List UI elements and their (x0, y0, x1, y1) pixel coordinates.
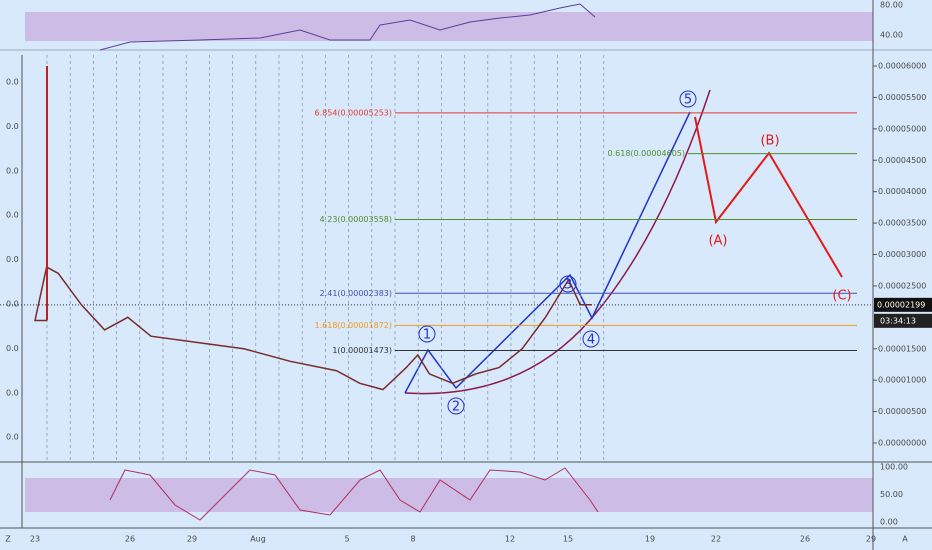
fib-label: 1(0.00001473) (332, 346, 392, 355)
fib-label: 2.41(0.00002383) (320, 289, 392, 298)
wave-circle (447, 397, 465, 415)
left-label: 0.0 (6, 255, 19, 264)
wave-label: 4 (587, 333, 595, 348)
wave-label: 3 (564, 278, 572, 293)
left-label: 0.0 (6, 300, 19, 309)
y-tick-label: 0.00006000 (878, 62, 926, 71)
date-label: 12 (505, 535, 515, 544)
left-label: 0.0 (6, 166, 19, 175)
rsi-tick-label: 80.00 (880, 1, 903, 10)
y-tick-label: 0.00005500 (878, 93, 926, 102)
wave-label: 1 (423, 328, 431, 343)
wave-label: (A) (708, 234, 727, 249)
wave-path (404, 111, 691, 394)
stoch-tick-label: 100.00 (880, 463, 908, 472)
date-label: 29 (866, 535, 876, 544)
date-label: 22 (711, 535, 721, 544)
y-tick-label: 0.00003500 (878, 219, 926, 228)
stoch-tick-label: 0.00 (880, 518, 898, 527)
rsi-line (99, 3, 596, 51)
y-tick-label: 0.00004000 (878, 187, 926, 196)
left-label: 0.0 (6, 388, 19, 397)
date-label: 26 (800, 535, 810, 544)
countdown: 03:34:13 (880, 316, 916, 325)
date-label: 29 (187, 535, 197, 544)
date-label: 8 (410, 535, 415, 544)
wave-label: (B) (760, 134, 779, 149)
fib-label: 1.618(0.00001872) (315, 321, 393, 330)
y-tick-label: 0.00005000 (878, 124, 926, 133)
left-label: 0.0 (6, 211, 19, 220)
date-label: 5 (344, 535, 349, 544)
y-tick-label: 0.00002500 (878, 281, 926, 290)
y-tick-label: 0.00003000 (878, 250, 926, 259)
wave-circle (679, 90, 697, 108)
abc-projection (694, 116, 843, 278)
wave-circle (582, 330, 600, 348)
left-label: 0.0 (6, 433, 19, 442)
date-label: Z (5, 535, 11, 544)
wave-circle (418, 325, 436, 343)
stoch-tick-label: 50.00 (880, 490, 903, 499)
arc-curve (404, 89, 711, 395)
date-label: A (902, 535, 908, 544)
y-tick-label: 0.00001000 (878, 376, 926, 385)
price-box (874, 297, 932, 312)
fib-label: 4.23(0.00003558) (320, 215, 392, 224)
wave-circle (559, 275, 577, 293)
y-tick-label: 0.00001500 (878, 344, 926, 353)
wave-label: 5 (684, 93, 692, 108)
date-label: 26 (125, 535, 135, 544)
left-label: 0.0 (6, 122, 19, 131)
wave-label: (C) (832, 289, 851, 304)
fib-label: 6.854(0.00005253) (315, 108, 393, 117)
y-tick-label: 0.00004500 (878, 156, 926, 165)
left-label: 0.0 (6, 344, 19, 353)
stoch-line (109, 467, 599, 521)
rsi-band (25, 12, 873, 41)
current-price: 0.00002199 (877, 300, 925, 309)
rsi-tick-label: 40.00 (880, 31, 903, 40)
wave-label: 2 (452, 400, 460, 415)
date-label: Aug (250, 535, 266, 544)
timer-box (874, 313, 932, 328)
date-label: 23 (30, 535, 40, 544)
price-line (34, 265, 592, 391)
stoch-band (25, 478, 873, 512)
date-label: 19 (645, 535, 655, 544)
y-tick-label: 0.00000000 (878, 439, 926, 448)
left-label: 0.0 (6, 78, 19, 87)
date-label: 15 (563, 535, 573, 544)
y-tick-label: 0.00000500 (878, 407, 926, 416)
fib-label: 0.618(0.00004605) (608, 149, 686, 158)
